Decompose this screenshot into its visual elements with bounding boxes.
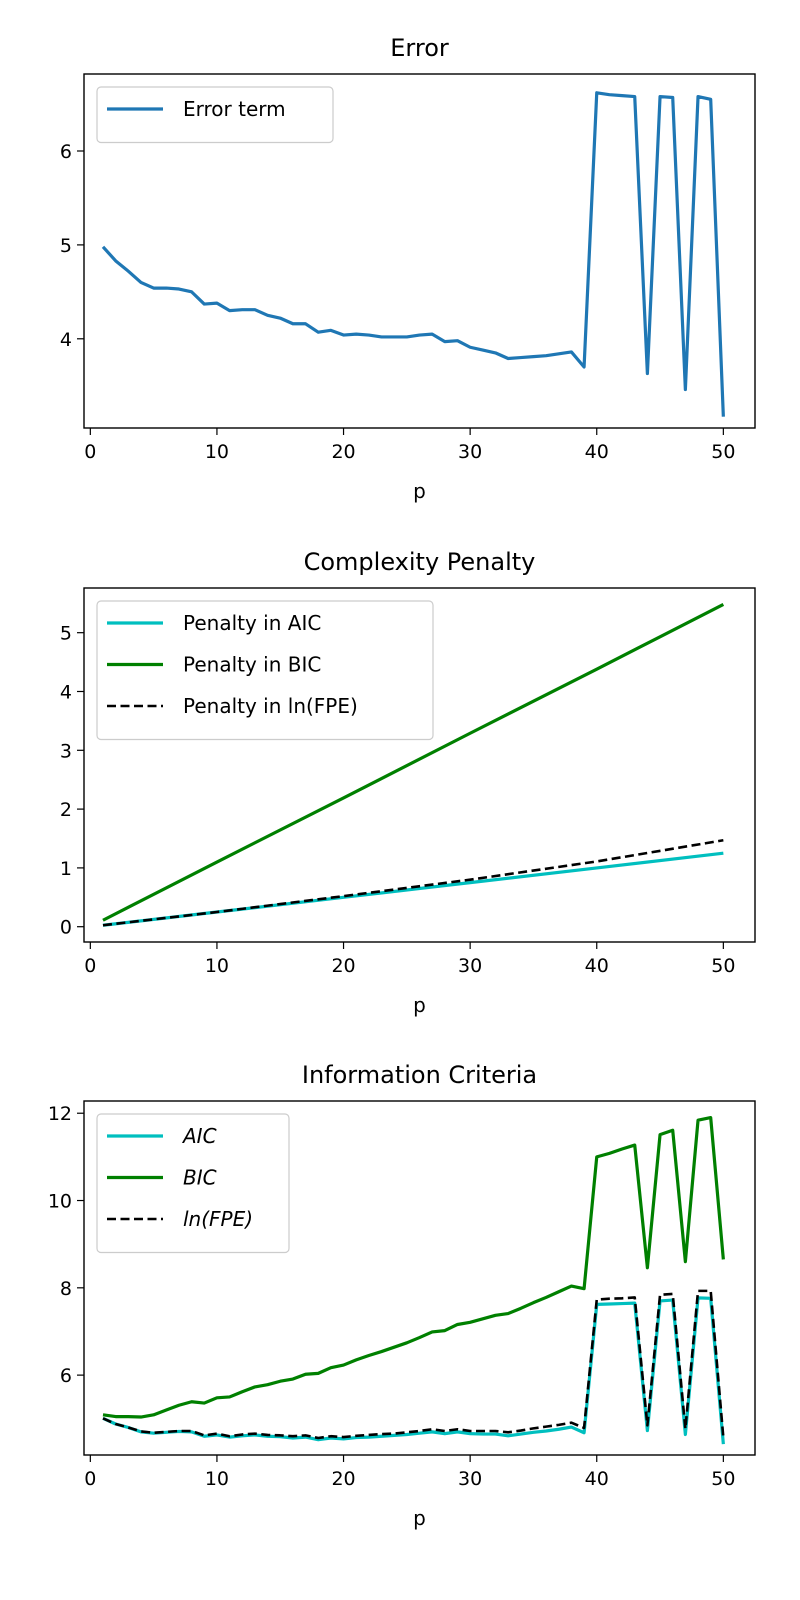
- chart-panel-2: 0 10 20 30 40 50 0 1 2 3 4 5 Complexity Penalty p Pena…: [60, 548, 756, 1017]
- x-tick-label: 10: [205, 441, 229, 463]
- plot-frame: [83, 1100, 756, 1456]
- chart-panel-1: 0 10 20 30 40 50 4 5 6 Error p Error term: [60, 34, 756, 503]
- series-line-1: [102, 1296, 725, 1445]
- y-tick-label: 5: [60, 623, 72, 645]
- legend-label: Penalty in BIC: [183, 653, 321, 677]
- series-line-2: [102, 1115, 725, 1419]
- chart-panel-3: 0 10 20 30 40 50 6 8 10 12 Information Criteria p AI…: [48, 1061, 756, 1530]
- y-tick-label: 8: [60, 1278, 72, 1300]
- x-tick-label: 0: [84, 1468, 96, 1490]
- x-axis-label: p: [413, 479, 426, 503]
- y-tick-label: 1: [60, 858, 72, 880]
- series-line-1: [102, 851, 724, 927]
- x-tick-label: 40: [585, 441, 609, 463]
- chart-title: Error: [390, 34, 449, 62]
- x-tick-label: 0: [84, 955, 96, 977]
- legend-label: Penalty in ln(FPE): [183, 694, 358, 718]
- plot-frame: [83, 587, 756, 943]
- series-line-2: [102, 603, 725, 922]
- legend-label: BIC: [183, 1166, 217, 1190]
- x-axis-label: p: [413, 1506, 426, 1530]
- x-tick-label: 10: [205, 1468, 229, 1490]
- x-tick-label: 0: [84, 441, 96, 463]
- legend-label: Error term: [183, 97, 286, 121]
- legend-box: [96, 600, 434, 741]
- x-tick-label: 10: [205, 955, 229, 977]
- y-tick-label: 6: [60, 1365, 72, 1387]
- x-axis-label: p: [413, 993, 426, 1017]
- y-tick-label: 4: [60, 681, 72, 703]
- x-tick-label: 50: [711, 441, 735, 463]
- y-tick-label: 3: [60, 740, 72, 762]
- x-tick-label: 40: [585, 955, 609, 977]
- series-line-1: [101, 91, 725, 417]
- x-tick-label: 40: [585, 1468, 609, 1490]
- legend: Penalty in AIC Penalty in BIC Penalty in l…: [96, 600, 434, 741]
- series-line-3: [102, 1289, 725, 1440]
- x-tick-label: 20: [331, 955, 355, 977]
- y-tick-label: 12: [48, 1103, 72, 1125]
- chart-title: Complexity Penalty: [304, 548, 536, 576]
- y-tick-label: 4: [60, 329, 72, 351]
- y-tick-label: 10: [48, 1191, 72, 1213]
- series-line-3: [102, 838, 724, 927]
- x-tick-label: 30: [458, 441, 482, 463]
- y-tick-label: 5: [60, 235, 72, 257]
- chart-title: Information Criteria: [302, 1061, 537, 1089]
- y-tick-label: 6: [60, 141, 72, 163]
- x-tick-label: 20: [331, 1468, 355, 1490]
- x-tick-label: 30: [458, 1468, 482, 1490]
- legend-box: [96, 1113, 290, 1254]
- legend-label: AIC: [181, 1124, 217, 1148]
- legend-box: [96, 86, 334, 144]
- plot-frame: [83, 73, 756, 429]
- x-tick-label: 20: [331, 441, 355, 463]
- x-tick-label: 30: [458, 955, 482, 977]
- legend-label: ln(FPE): [183, 1207, 253, 1231]
- legend: AIC BIC ln(FPE): [96, 1113, 290, 1254]
- legend: Error term: [96, 86, 334, 144]
- x-tick-label: 50: [711, 955, 735, 977]
- x-tick-label: 50: [711, 1468, 735, 1490]
- y-tick-label: 0: [60, 917, 72, 939]
- legend-label: Penalty in AIC: [183, 611, 321, 635]
- y-tick-label: 2: [60, 799, 72, 821]
